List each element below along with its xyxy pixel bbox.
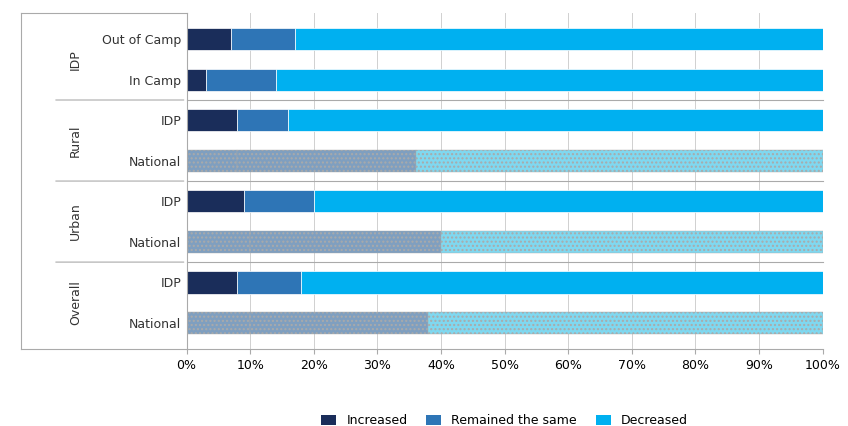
Bar [250,312,428,334]
Bar [187,190,244,213]
Text: Overall: Overall [69,280,81,325]
Text: Rural: Rural [69,124,81,157]
Bar [250,231,441,253]
Legend: Increased, Remained the same, Decreased: Increased, Remained the same, Decreased [316,409,693,426]
Bar [187,312,250,334]
Bar [206,69,276,91]
Bar [187,109,237,131]
Bar [237,271,301,294]
Bar [231,28,295,50]
Bar [187,271,237,294]
Bar [301,271,823,294]
Bar [288,109,823,131]
Bar [244,190,314,213]
Bar [314,190,823,213]
Bar [428,312,823,334]
Bar [187,231,250,253]
Bar [295,28,823,50]
Bar [276,69,823,91]
Bar [187,150,237,172]
Bar [187,69,206,91]
Bar [441,231,823,253]
Bar [237,150,416,172]
Text: Urban: Urban [69,203,81,240]
Text: IDP: IDP [69,49,81,70]
Bar [416,150,823,172]
Bar [237,109,288,131]
Bar [187,28,231,50]
